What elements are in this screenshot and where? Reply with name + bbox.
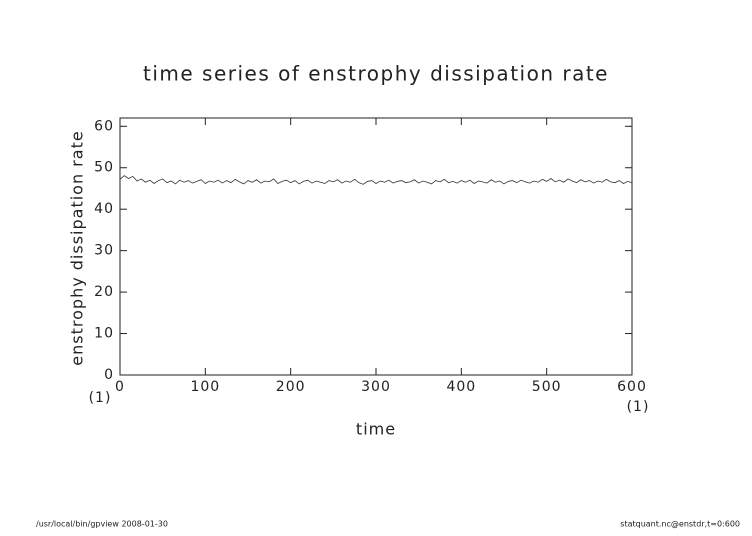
series-line: [119, 175, 633, 185]
x-tick-label: 400: [446, 379, 476, 395]
y-tick-label: 60: [94, 118, 114, 134]
x-end-note: (1): [627, 399, 650, 415]
y-tick-label: 10: [94, 326, 114, 342]
x-tick-label: 500: [532, 379, 562, 395]
x-tick-label: 300: [361, 379, 391, 395]
x-axis-label: time: [356, 420, 396, 439]
plot-frame: [119, 117, 633, 376]
x-tick-label: 600: [617, 379, 647, 395]
y-tick-label: 30: [94, 243, 114, 259]
chart-title: time series of enstrophy dissipation rat…: [143, 62, 609, 86]
footer-left: /usr/local/bin/gpview 2008-01-30: [36, 520, 168, 529]
y-tick-label: 20: [94, 284, 114, 300]
x-tick-label: 100: [190, 379, 220, 395]
y-tick-label: 40: [94, 201, 114, 217]
x-tick-label: 0: [115, 379, 125, 395]
y-axis-label: enstrophy dissipation rate: [68, 130, 87, 365]
x-start-note: (1): [89, 390, 112, 406]
footer-right: statquant.nc@enstdr,t=0:600: [620, 520, 740, 529]
y-tick-label: 0: [104, 367, 114, 383]
y-tick-label: 50: [94, 160, 114, 176]
x-tick-label: 200: [276, 379, 306, 395]
